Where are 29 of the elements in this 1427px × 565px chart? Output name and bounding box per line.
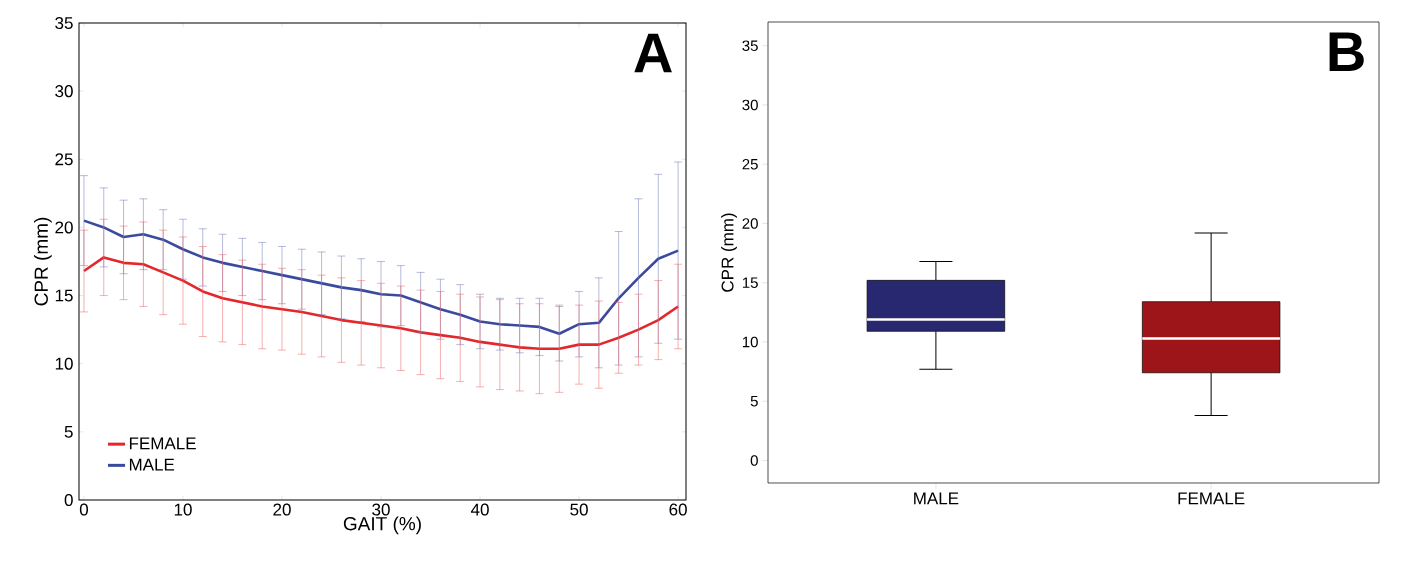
y-tick-label: 10 <box>742 336 758 348</box>
y-tick-label: 15 <box>55 289 73 302</box>
x-axis-title: GAIT (%) <box>343 516 421 535</box>
legend-label: MALE <box>129 458 175 471</box>
annotation: A <box>634 33 672 73</box>
y-tick-label: 15 <box>742 277 758 288</box>
y-tick-label: 5 <box>64 425 73 438</box>
y-tick-label: 0 <box>750 455 758 466</box>
y-tick-label: 30 <box>742 99 758 111</box>
y-axis-title: CPR (mm) <box>721 213 737 292</box>
y-tick-label: 25 <box>55 153 73 166</box>
y-tick-label: 35 <box>742 40 758 51</box>
annotation: B <box>1329 32 1364 71</box>
x-tick-label: 60 <box>669 503 687 516</box>
x-tick-label: 50 <box>570 503 588 516</box>
y-tick-label: 20 <box>55 221 73 234</box>
x-tick-label: 0 <box>79 503 89 516</box>
legend-label: FEMALE <box>129 437 196 450</box>
x-tick-label: 30 <box>372 503 390 516</box>
y-tick-label: 35 <box>55 16 73 30</box>
x-tick-label: 10 <box>174 503 192 516</box>
y-tick-label: 25 <box>742 158 758 170</box>
y-tick-label: 10 <box>55 357 73 370</box>
y-tick-label: 5 <box>750 395 758 407</box>
x-tick-label: 40 <box>470 503 489 516</box>
y-axis-title: CPR (mm) <box>33 217 52 306</box>
y-tick-label: 30 <box>55 85 73 98</box>
y-tick-label: 20 <box>742 218 758 229</box>
x-tick-label: 20 <box>273 503 291 516</box>
